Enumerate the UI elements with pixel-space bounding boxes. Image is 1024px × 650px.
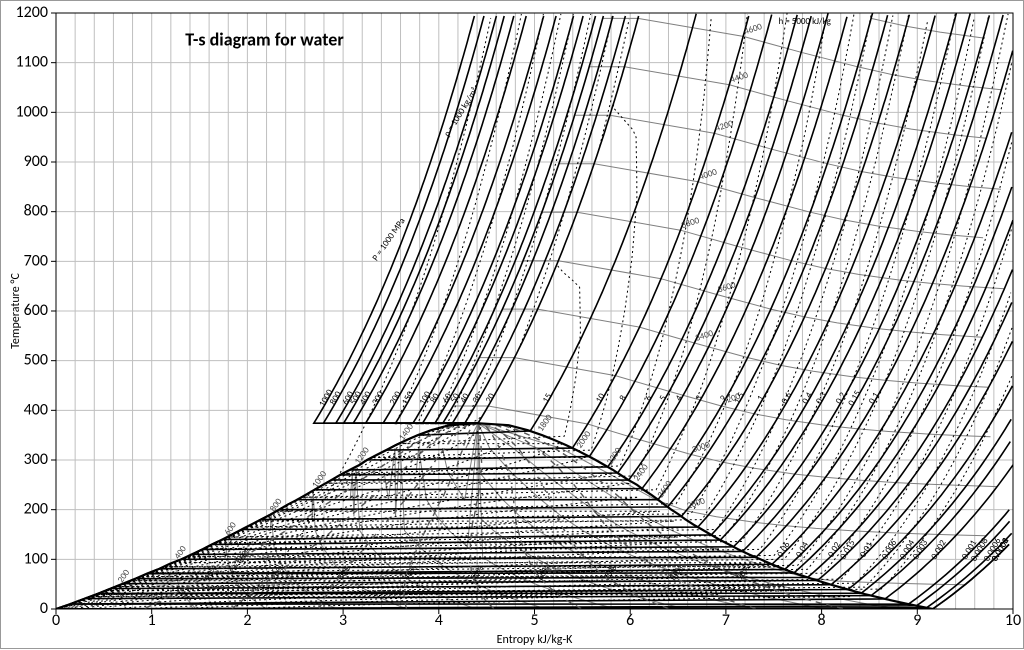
svg-text:800: 800 <box>24 202 48 221</box>
svg-text:6: 6 <box>626 611 634 630</box>
svg-text:1: 1 <box>148 611 156 630</box>
x-axis-label: Entropy kJ/kg-K <box>497 633 573 647</box>
svg-text:9: 9 <box>913 611 921 630</box>
svg-text:300: 300 <box>24 450 48 469</box>
svg-text:1000: 1000 <box>16 102 48 121</box>
ts-diagram-svg: 2004006008001000120014001800200022002400… <box>1 1 1024 650</box>
svg-text:3: 3 <box>339 611 347 630</box>
svg-text:10: 10 <box>1005 611 1021 630</box>
svg-text:400: 400 <box>24 400 48 419</box>
isenthalp-header: h = 5000 kJ/kg <box>779 16 832 27</box>
svg-text:5: 5 <box>530 611 538 630</box>
svg-text:500: 500 <box>24 351 48 370</box>
chart-title: T-s diagram for water <box>185 28 344 50</box>
y-axis-label: Temperature °C <box>9 273 23 349</box>
svg-text:0: 0 <box>52 611 60 630</box>
svg-text:1200: 1200 <box>16 3 48 22</box>
svg-text:4: 4 <box>435 611 443 630</box>
ts-diagram-frame: 2004006008001000120014001800200022002400… <box>0 0 1024 649</box>
svg-text:200: 200 <box>24 500 48 519</box>
svg-text:600: 600 <box>24 301 48 320</box>
svg-text:1100: 1100 <box>16 53 48 72</box>
svg-text:0: 0 <box>40 599 48 618</box>
svg-text:900: 900 <box>24 152 48 171</box>
svg-text:700: 700 <box>24 251 48 270</box>
svg-text:2: 2 <box>243 611 251 630</box>
svg-text:7: 7 <box>722 611 730 630</box>
svg-text:8: 8 <box>818 611 826 630</box>
svg-text:100: 100 <box>24 549 48 568</box>
